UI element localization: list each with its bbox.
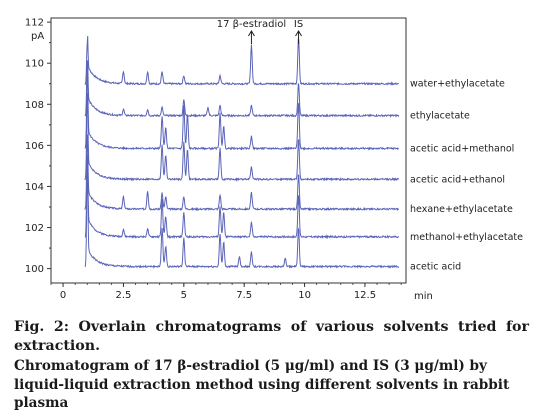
series-label: acetic acid+ethanol [410,174,505,185]
peak-arrow-head [295,30,302,37]
y-axis: 100 102 104 106 108 110 112 [25,18,51,275]
series-label: acetic acid [410,262,461,273]
peak-annotation: IS [294,19,303,30]
series-label: water+ethylacetate [410,79,505,90]
chromatogram-chart: 100 102 104 106 108 110 112 0 2.5 5 7.5 10 12.5 pA … [25,17,523,302]
traces-group [84,35,400,269]
series-label: ethylacetate [410,111,470,122]
trace-line [84,154,399,240]
series-label: methanol+ethylacetate [410,232,523,243]
y-tick-label: 104 [25,182,44,193]
series-labels: acetic acid methanol+ethylacetate hexane+e… [410,79,523,273]
trace-line [84,71,399,151]
figure-description: Chromatogram of 17 β-estradiol (5 μg/ml)… [14,358,510,411]
x-tick-label: 2.5 [115,290,131,301]
trace-line [84,134,400,212]
trace-line [84,92,400,182]
x-tick-label: 5 [181,290,187,301]
series-label: acetic acid+methanol [410,143,514,154]
figure-caption: Fig. 2: Overlain chromatograms of variou… [14,319,529,354]
peak-annotation: 17 β-estradiol [217,19,286,30]
trace-line [84,60,400,118]
x-axis: 0 2.5 5 7.5 10 12.5 [50,283,402,301]
x-tick-label: 12.5 [354,290,376,301]
x-tick-label: 0 [60,290,66,301]
x-tick-label: 7.5 [236,290,252,301]
y-tick-label: 106 [25,141,44,152]
y-unit-label: pA [31,31,44,42]
y-tick-label: 112 [25,18,44,29]
y-tick-label: 110 [25,59,44,70]
y-tick-label: 102 [25,223,44,234]
x-tick-label: 10 [298,290,311,301]
peak-annotations: 17 β-estradiol IS [217,19,303,44]
plot-frame [50,17,407,284]
x-unit-label: min [414,291,433,302]
y-tick-label: 108 [25,100,44,111]
trace-line [84,171,400,269]
series-label: hexane+ethylacetate [410,204,513,215]
peak-arrow-head [248,30,255,37]
y-tick-label: 100 [25,264,44,275]
trace-line [84,35,399,86]
